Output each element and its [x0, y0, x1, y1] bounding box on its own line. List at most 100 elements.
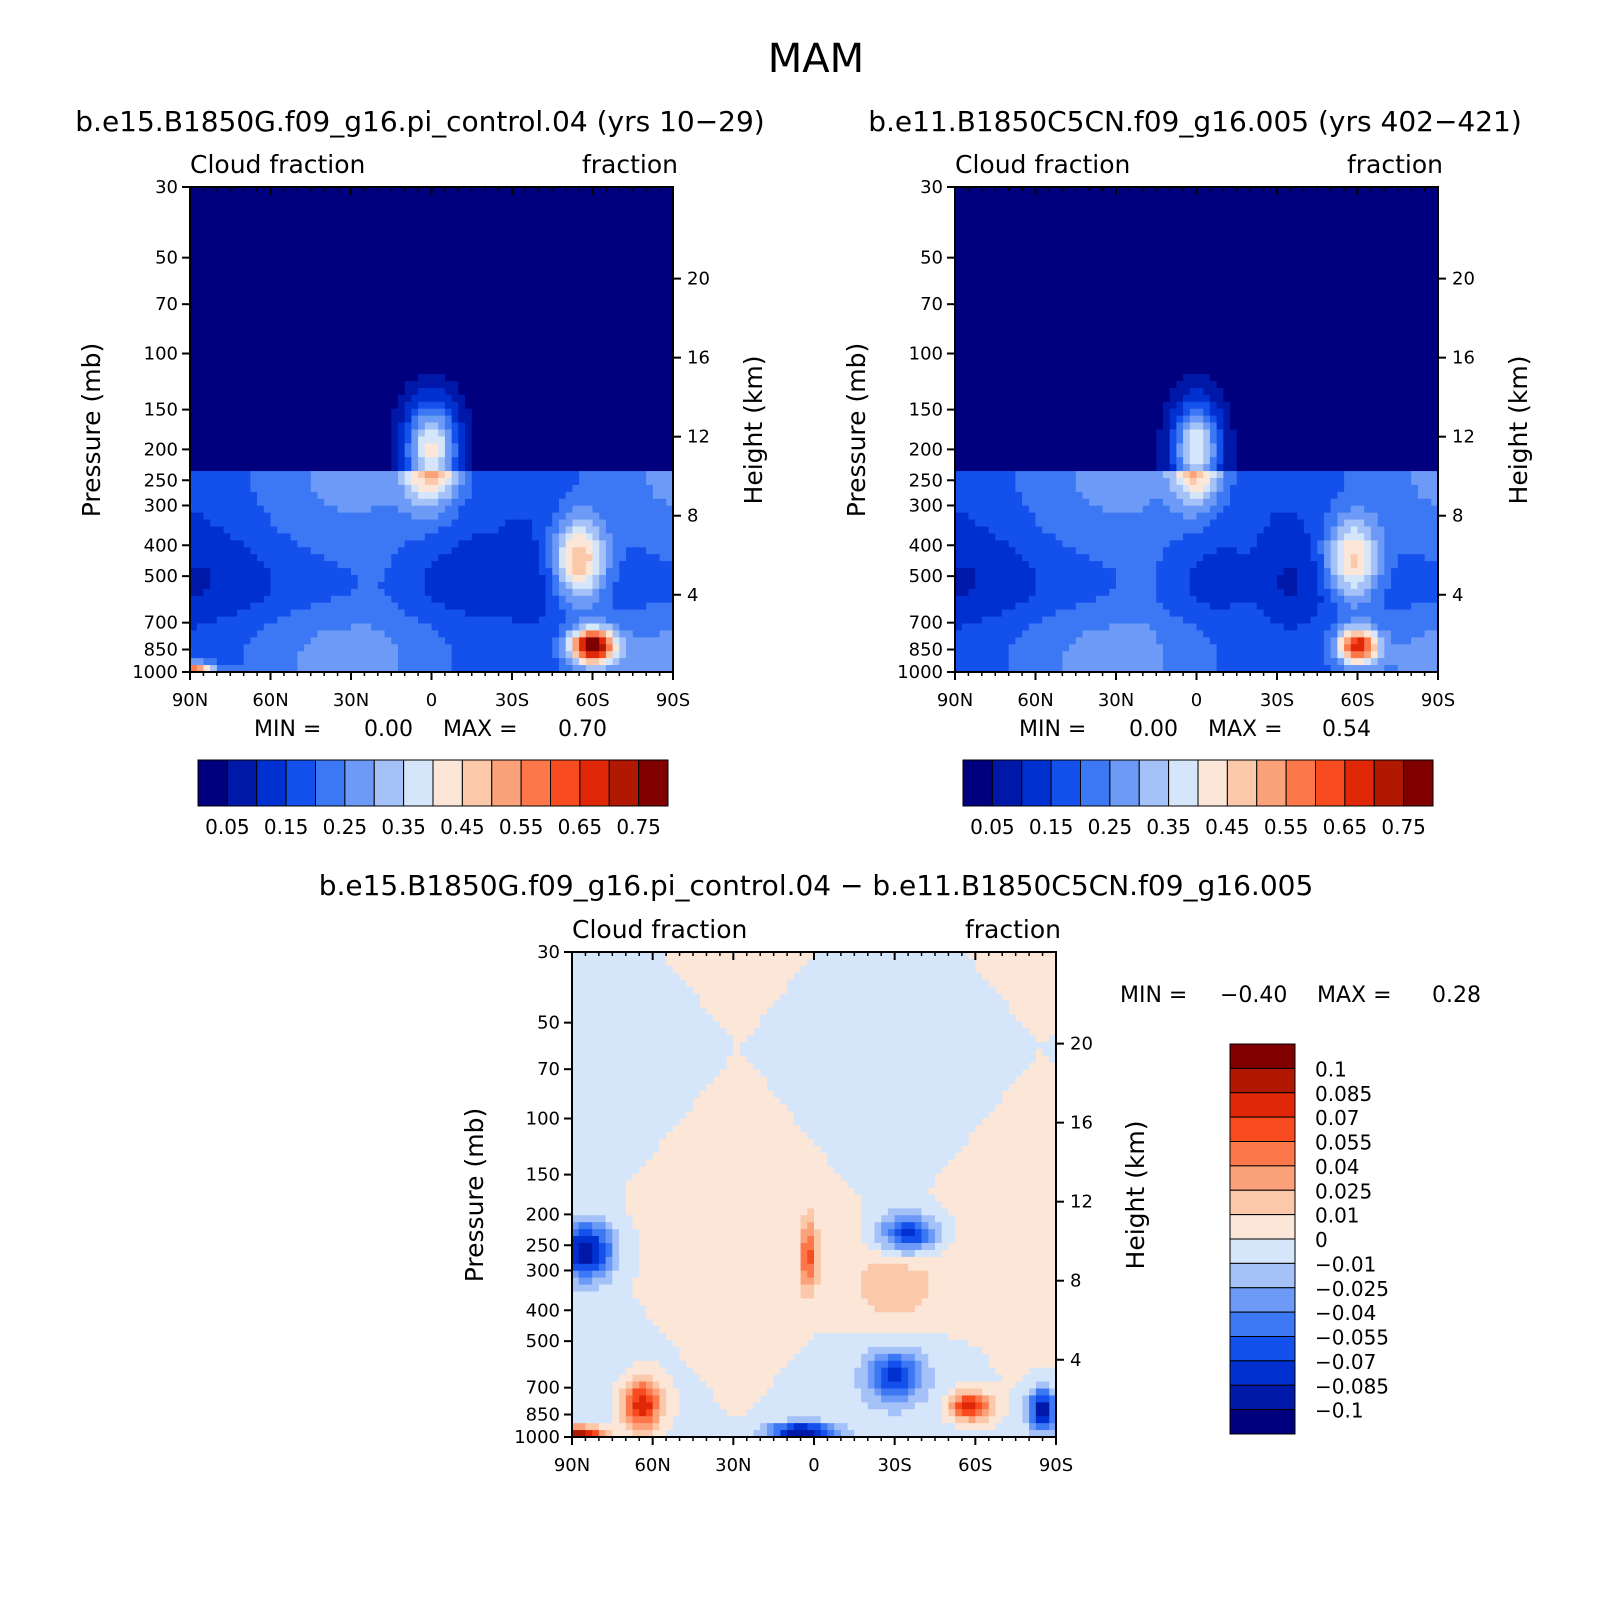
field-cell: [263, 374, 272, 382]
field-cell: [190, 498, 198, 507]
field-cell: [505, 533, 513, 541]
field-cell: [384, 353, 392, 361]
field-cell: [344, 457, 352, 465]
field-cell: [371, 242, 379, 250]
field-cell: [652, 443, 661, 451]
field-cell: [592, 311, 600, 320]
field-cell: [337, 623, 345, 632]
field-cell: [444, 256, 453, 264]
field-cell: [666, 533, 673, 541]
field-cell: [545, 360, 553, 368]
field-cell: [444, 297, 453, 306]
field-cell: [585, 187, 594, 195]
field-cell: [290, 249, 298, 257]
field-cell: [538, 540, 547, 548]
field-cell: [203, 228, 211, 237]
field-cell: [384, 290, 392, 299]
field-cell: [357, 623, 366, 632]
field-cell: [196, 554, 205, 562]
field-cell: [337, 651, 345, 659]
field-cell: [424, 401, 433, 410]
field-cell: [465, 270, 473, 278]
field-cell: [371, 540, 379, 548]
field-cell: [491, 422, 500, 431]
field-cell: [619, 630, 627, 638]
field-cell: [666, 193, 673, 202]
field-cell: [371, 547, 379, 555]
field-cell: [377, 200, 386, 209]
field-cell: [639, 519, 647, 528]
field-cell: [270, 200, 278, 209]
field-cell: [270, 193, 278, 202]
field-cell: [585, 242, 594, 250]
field-cell: [619, 623, 627, 632]
field-cell: [397, 381, 406, 389]
field-cell: [243, 595, 251, 604]
field-cell: [270, 256, 278, 264]
field-cell: [659, 478, 667, 486]
field-cell: [545, 297, 553, 306]
field-cell: [391, 332, 399, 341]
field-cell: [552, 429, 560, 438]
field-cell: [377, 270, 386, 278]
field-cell: [558, 512, 567, 521]
field-cell: [263, 221, 272, 230]
field-cell: [404, 484, 412, 493]
field-cell: [317, 339, 325, 347]
field-cell: [599, 381, 607, 389]
field-cell: [579, 575, 587, 583]
field-cell: [270, 332, 278, 341]
field-cell: [310, 484, 319, 493]
field-cell: [491, 214, 500, 223]
field-cell: [605, 214, 614, 223]
field-cell: [371, 588, 379, 597]
field-cell: [424, 263, 433, 271]
field-cell: [599, 235, 607, 244]
field-cell: [478, 464, 486, 472]
field-cell: [411, 290, 419, 299]
field-cell: [572, 318, 580, 327]
field-cell: [545, 464, 553, 472]
field-cell: [203, 595, 211, 604]
field-cell: [223, 200, 231, 209]
field-cell: [190, 630, 198, 638]
field-cell: [337, 318, 345, 327]
field-cell: [659, 394, 667, 403]
field-cell: [646, 554, 654, 562]
field-cell: [572, 263, 580, 271]
field-cell: [518, 602, 527, 611]
field-cell: [512, 332, 520, 341]
field-cell: [471, 360, 480, 368]
field-cell: [397, 471, 406, 479]
field-cell: [532, 540, 540, 548]
field-cell: [512, 408, 520, 417]
field-cell: [532, 658, 540, 666]
field-cell: [418, 187, 426, 195]
field-cell: [216, 512, 225, 521]
field-cell: [565, 214, 573, 223]
field-cell: [397, 575, 406, 583]
field-cell: [424, 221, 433, 230]
field-cell: [632, 325, 641, 334]
field-cell: [471, 263, 480, 271]
field-cell: [424, 353, 433, 361]
field-cell: [491, 533, 500, 541]
field-cell: [525, 353, 533, 361]
field-cell: [330, 540, 339, 548]
field-cell: [458, 450, 466, 458]
field-cell: [505, 464, 513, 472]
field-cell: [411, 228, 419, 237]
field-cell: [458, 387, 466, 396]
field-cell: [357, 284, 366, 292]
field-cell: [444, 471, 453, 479]
field-cell: [485, 658, 493, 666]
field-cell: [498, 277, 506, 285]
field-cell: [411, 561, 419, 569]
field-cell: [518, 491, 527, 500]
field-cell: [458, 284, 466, 292]
field-cell: [525, 436, 533, 444]
field-cell: [572, 540, 580, 548]
field-cell: [216, 443, 225, 451]
field-cell: [357, 374, 366, 382]
field-cell: [592, 609, 600, 618]
